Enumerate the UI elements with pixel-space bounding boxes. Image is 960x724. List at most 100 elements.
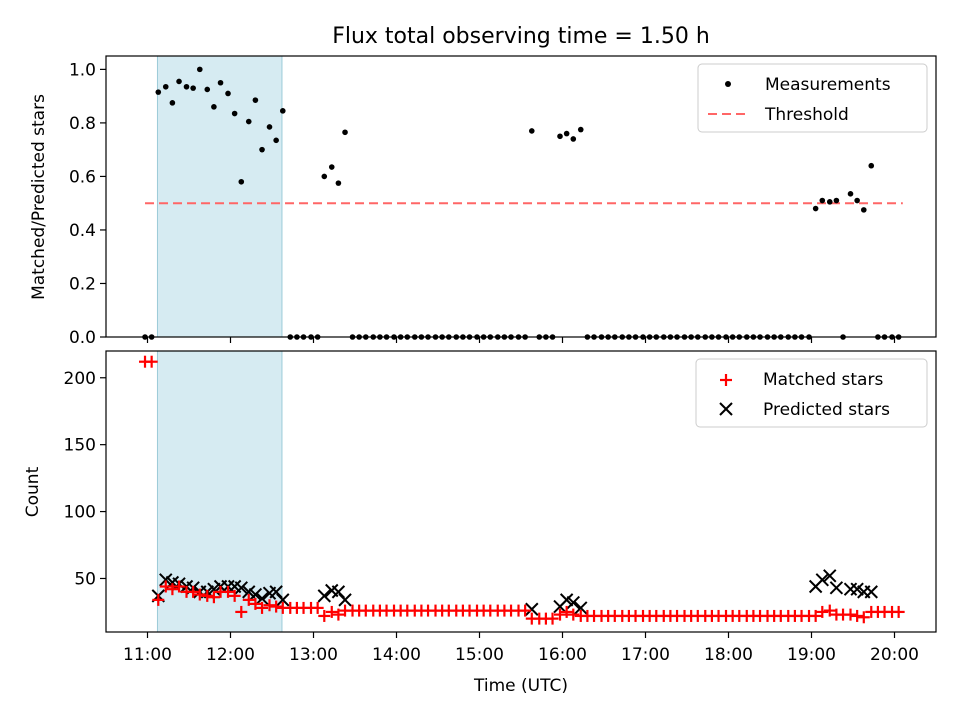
measurement-point <box>868 162 875 169</box>
measurement-point <box>252 97 259 103</box>
top-legend: Measurements Threshold <box>697 63 928 133</box>
predicted-point <box>248 587 263 602</box>
y-tick-label: 150 <box>64 436 96 456</box>
matched-point <box>851 609 864 622</box>
matched-point <box>546 612 559 625</box>
x-tick-label: 18:00 <box>704 645 753 665</box>
matched-point <box>207 591 220 604</box>
matched-point <box>228 589 241 602</box>
bottom-panel: 50 100 150 200 11:00 12:00 13:00 14:00 15:00 16:… <box>23 350 937 696</box>
y-tick-label: 0.8 <box>69 114 96 134</box>
predicted-point <box>843 582 858 596</box>
y-tick-label: 0.4 <box>69 221 96 241</box>
top-axes-frame <box>105 55 937 338</box>
top-x-ticks <box>146 337 896 343</box>
y-tick-label: 50 <box>74 569 96 589</box>
matched-point <box>325 605 338 618</box>
measurement-point <box>577 126 584 133</box>
matched-point <box>844 608 857 621</box>
matched-point <box>152 593 165 606</box>
matched-point <box>311 601 324 614</box>
legend-measurements-marker <box>725 81 731 87</box>
measurement-point <box>225 90 231 97</box>
y-tick-label: 0.0 <box>69 328 96 348</box>
matched-point <box>554 608 567 621</box>
measurement-point <box>169 100 176 106</box>
legend-predicted-label: Predicted stars <box>763 400 890 420</box>
measurement-point <box>321 173 328 180</box>
measurement-point <box>238 178 245 185</box>
matched-point <box>816 605 829 618</box>
measurement-point <box>259 146 265 153</box>
matched-point <box>560 605 573 618</box>
measurement-point <box>279 108 286 114</box>
measurement-point <box>812 205 819 212</box>
measurement-point <box>819 197 826 204</box>
measurement-point <box>245 118 252 125</box>
measurement-point <box>231 110 238 117</box>
matched-point <box>263 599 276 612</box>
x-tick-label: 11:00 <box>123 645 172 665</box>
x-tick-label: 19:00 <box>787 645 836 665</box>
legend-threshold-label: Threshold <box>764 105 849 125</box>
predicted-point <box>829 581 844 595</box>
measurement-point <box>190 85 196 91</box>
bottom-x-ticks: 11:00 12:00 13:00 14:00 15:00 16:00 17:00 18:00… <box>123 632 919 665</box>
measurement-point <box>155 89 162 95</box>
measurement-point <box>563 130 570 137</box>
measurement-point <box>266 124 273 130</box>
measurement-point <box>183 83 190 90</box>
matched-points <box>139 355 905 625</box>
legend-matched-marker <box>720 374 732 386</box>
legend-matched-label: Matched stars <box>763 370 883 390</box>
matched-point <box>187 585 200 598</box>
predicted-point <box>574 601 588 615</box>
matched-point <box>892 605 905 618</box>
predicted-point <box>525 602 539 616</box>
matched-point <box>256 601 269 614</box>
measurement-point <box>273 137 279 144</box>
x-tick-label: 17:00 <box>621 645 670 665</box>
top-highlight-span <box>156 55 283 338</box>
x-tick-label: 13:00 <box>289 645 338 665</box>
matched-point <box>242 593 255 606</box>
measurement-point <box>335 180 342 186</box>
measurement-point <box>176 78 182 85</box>
measurement-point <box>196 66 203 73</box>
predicted-point <box>317 589 331 603</box>
measurement-point <box>826 199 833 205</box>
measurement-point <box>342 129 348 136</box>
chart-title: Flux total observing time = 1.50 h <box>332 24 710 49</box>
matched-point <box>519 604 532 617</box>
x-tick-label: 14:00 <box>372 645 421 665</box>
matched-point <box>159 580 172 593</box>
measurement-point <box>833 197 840 204</box>
matched-point <box>173 580 186 593</box>
x-tick-label: 16:00 <box>538 645 587 665</box>
matched-point <box>201 589 214 602</box>
top-legend-box <box>697 63 928 133</box>
measurement-point <box>854 197 860 204</box>
top-panel: 0.0 0.2 0.4 0.6 0.8 1.0 Matched/Predicted sta… <box>29 55 937 348</box>
matched-point <box>823 604 836 617</box>
predicted-point <box>338 593 352 607</box>
bottom-y-ticks: 50 100 150 200 <box>64 369 106 589</box>
measurement-point <box>528 128 535 134</box>
predicted-point <box>276 593 290 607</box>
legend-measurements-label: Measurements <box>765 75 891 95</box>
predicted-point <box>255 591 269 606</box>
measurement-point <box>557 133 563 140</box>
predicted-point <box>815 573 829 587</box>
matched-point <box>270 600 283 613</box>
y-tick-label: 100 <box>64 503 96 523</box>
measurement-point <box>204 86 211 93</box>
matched-point <box>193 588 206 601</box>
x-tick-label: 15:00 <box>455 645 504 665</box>
y-tick-label: 0.2 <box>69 274 96 294</box>
predicted-point <box>823 569 837 583</box>
bottom-legend-box <box>695 358 928 428</box>
matched-point <box>318 609 331 622</box>
y-tick-label: 200 <box>64 369 96 389</box>
top-y-axis-label: Matched/Predicted stars <box>29 94 49 300</box>
